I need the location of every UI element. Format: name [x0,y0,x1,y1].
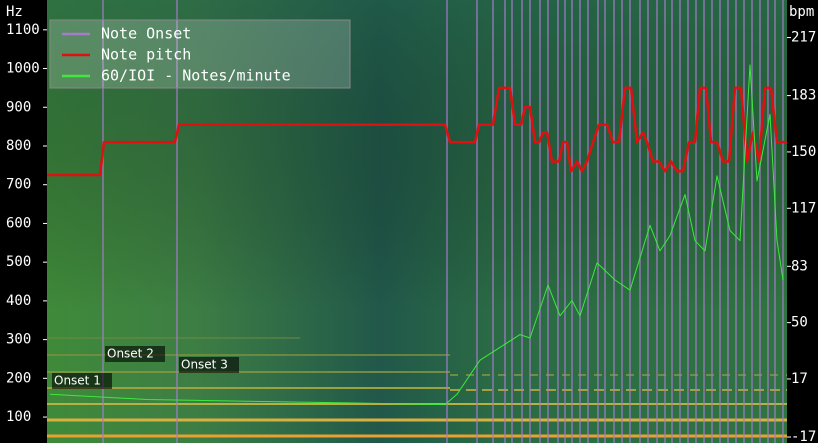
y-tick-label: 700 [6,177,31,193]
y2-tick-label: 117 [791,200,816,216]
legend: Note Onset Note pitch 60/IOI - Notes/minut… [50,20,350,88]
y2-axis-label: bpm [789,4,814,20]
spectrogram-chart: Hz bpm Note Onset Note pitch 60/IOI - Note… [0,0,818,443]
legend-label: Note Onset [101,25,191,43]
y2-tick-label: 83 [791,258,808,274]
y2-tick-label: -17 [791,429,816,443]
y2-tick-label: 150 [791,144,816,160]
y-tick-label: 900 [6,99,31,115]
y-tick-label: 800 [6,138,31,154]
y2-tick-label: 50 [791,315,808,331]
y2-tick-label: 17 [791,371,808,387]
legend-label: Note pitch [101,46,191,64]
annotation: Onset 2 [107,347,154,361]
y-tick-label: 200 [6,370,31,386]
y-tick-label: 1100 [6,22,40,38]
legend-label: 60/IOI - Notes/minute [101,67,291,85]
annotation: Onset 3 [181,358,228,372]
y-tick-label: 400 [6,293,31,309]
y-tick-label: 300 [6,332,31,348]
y-tick-label: 100 [6,409,31,425]
y-tick-label: 600 [6,215,31,231]
y2-tick-label: 183 [791,88,816,104]
y-tick-label: 1000 [6,61,40,77]
annotation: Onset 1 [54,374,101,388]
y-tick-label: 500 [6,254,31,270]
y2-tick-label: 217 [791,30,816,46]
y-axis-label: Hz [6,4,23,20]
